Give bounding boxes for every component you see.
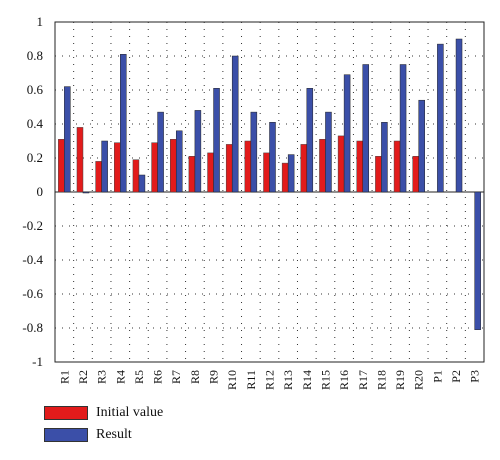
x-tick-label: R4 [113, 370, 127, 384]
bar-result-r2 [82, 191, 90, 194]
bar-initial-value-r7 [169, 139, 177, 193]
y-tick-label: -0.4 [22, 252, 43, 267]
y-tick-label: -0.6 [22, 286, 43, 301]
bar-initial-value-r2 [76, 127, 84, 193]
x-tick-label: R5 [132, 370, 146, 384]
x-tick-label: R2 [76, 370, 90, 384]
bar-result-r5 [138, 174, 146, 193]
bar-result-r10 [231, 55, 239, 193]
bar-result-r19 [399, 64, 407, 193]
legend-item-initial-value: Initial value [44, 402, 163, 424]
bar-result-r13 [287, 154, 295, 193]
bar-result-r4 [120, 54, 127, 193]
bar-initial-value-r10 [225, 144, 233, 193]
bar-result-r11 [250, 111, 258, 193]
x-tick-label: R13 [281, 370, 295, 390]
bar-initial-value-r8 [188, 156, 196, 193]
bar-result-r20 [418, 99, 425, 193]
y-tick-label: -0.8 [22, 320, 43, 335]
bar-initial-value-r19 [393, 140, 401, 193]
x-tick-label: R19 [393, 370, 407, 390]
bar-initial-value-r12 [263, 152, 270, 193]
bar-initial-value-r15 [319, 139, 326, 193]
bar-result-p3 [474, 191, 481, 330]
x-tick-label: R15 [318, 370, 332, 390]
bar-initial-value-r6 [151, 142, 158, 193]
bar-initial-value-r9 [207, 152, 214, 193]
x-tick-label: R6 [151, 370, 165, 384]
bar-result-r17 [362, 64, 370, 193]
bar-result-r12 [269, 122, 276, 193]
legend-swatch-result [44, 428, 88, 442]
y-tick-label: 0.6 [27, 82, 44, 97]
bar-result-r18 [381, 122, 388, 193]
legend-swatch-initial-value [44, 406, 88, 420]
bar-initial-value-r18 [375, 156, 382, 193]
y-tick-label: 1 [37, 14, 44, 29]
y-tick-label: -0.2 [22, 218, 43, 233]
legend-item-result: Result [44, 424, 163, 446]
bar-chart: 1 0.8 0.6 0.4 0.2 0 -0.2 -0.4 -0.6 -0.8 -1 R1 R2 R3 R4… [22, 14, 485, 390]
y-tick-label: -1 [32, 354, 43, 369]
x-tick-label: R17 [356, 370, 370, 390]
bar-initial-value-r11 [244, 140, 252, 193]
x-tick-label: R16 [337, 370, 351, 390]
y-tick-label: 0 [37, 184, 44, 199]
x-tick-label: R9 [207, 370, 221, 384]
bar-result-r7 [175, 130, 183, 193]
x-tick-label: P1 [430, 370, 444, 383]
bar-initial-value-r3 [95, 161, 102, 193]
bar-result-r16 [343, 74, 351, 193]
bar-initial-value-r13 [281, 162, 289, 193]
bar-result-r6 [157, 111, 164, 193]
bar-initial-value-r1 [58, 139, 65, 193]
y-tick-label: 0.2 [27, 150, 43, 165]
y-tick-label: 0.4 [27, 116, 44, 131]
bar-result-p2 [455, 38, 463, 193]
bar-initial-value-r14 [300, 144, 308, 193]
x-tick-label: R18 [374, 370, 388, 390]
x-tick-label: R12 [263, 370, 277, 390]
bar-initial-value-r20 [412, 156, 419, 193]
bar-initial-value-r17 [356, 140, 364, 193]
x-tick-label: P3 [468, 370, 482, 383]
bar-result-r8 [194, 110, 202, 193]
y-tick-label: 0.8 [27, 48, 43, 63]
x-tick-label: R10 [225, 370, 239, 390]
x-tick-label: R20 [412, 370, 426, 390]
legend-label-result: Result [96, 427, 132, 442]
bar-result-r1 [64, 86, 71, 193]
bar-result-r9 [213, 88, 220, 193]
x-tick-label: R8 [188, 370, 202, 384]
x-tick-label: R11 [244, 370, 258, 390]
legend: Initial value Result [44, 402, 163, 446]
x-tick-label: R3 [95, 370, 109, 384]
x-tick-label: R14 [300, 370, 314, 390]
bar-result-p1 [437, 43, 444, 193]
x-tick-label: R1 [57, 370, 71, 384]
bar-initial-value-r5 [132, 159, 140, 193]
x-tick-label: P2 [449, 370, 463, 383]
legend-label-initial-value: Initial value [96, 405, 164, 420]
bar-initial-value-r4 [114, 142, 121, 193]
bar-result-r14 [306, 88, 314, 193]
bar-initial-value-r16 [337, 135, 345, 193]
bar-result-r15 [325, 111, 332, 193]
x-tick-label: R7 [169, 370, 183, 384]
bar-result-r3 [101, 140, 108, 193]
